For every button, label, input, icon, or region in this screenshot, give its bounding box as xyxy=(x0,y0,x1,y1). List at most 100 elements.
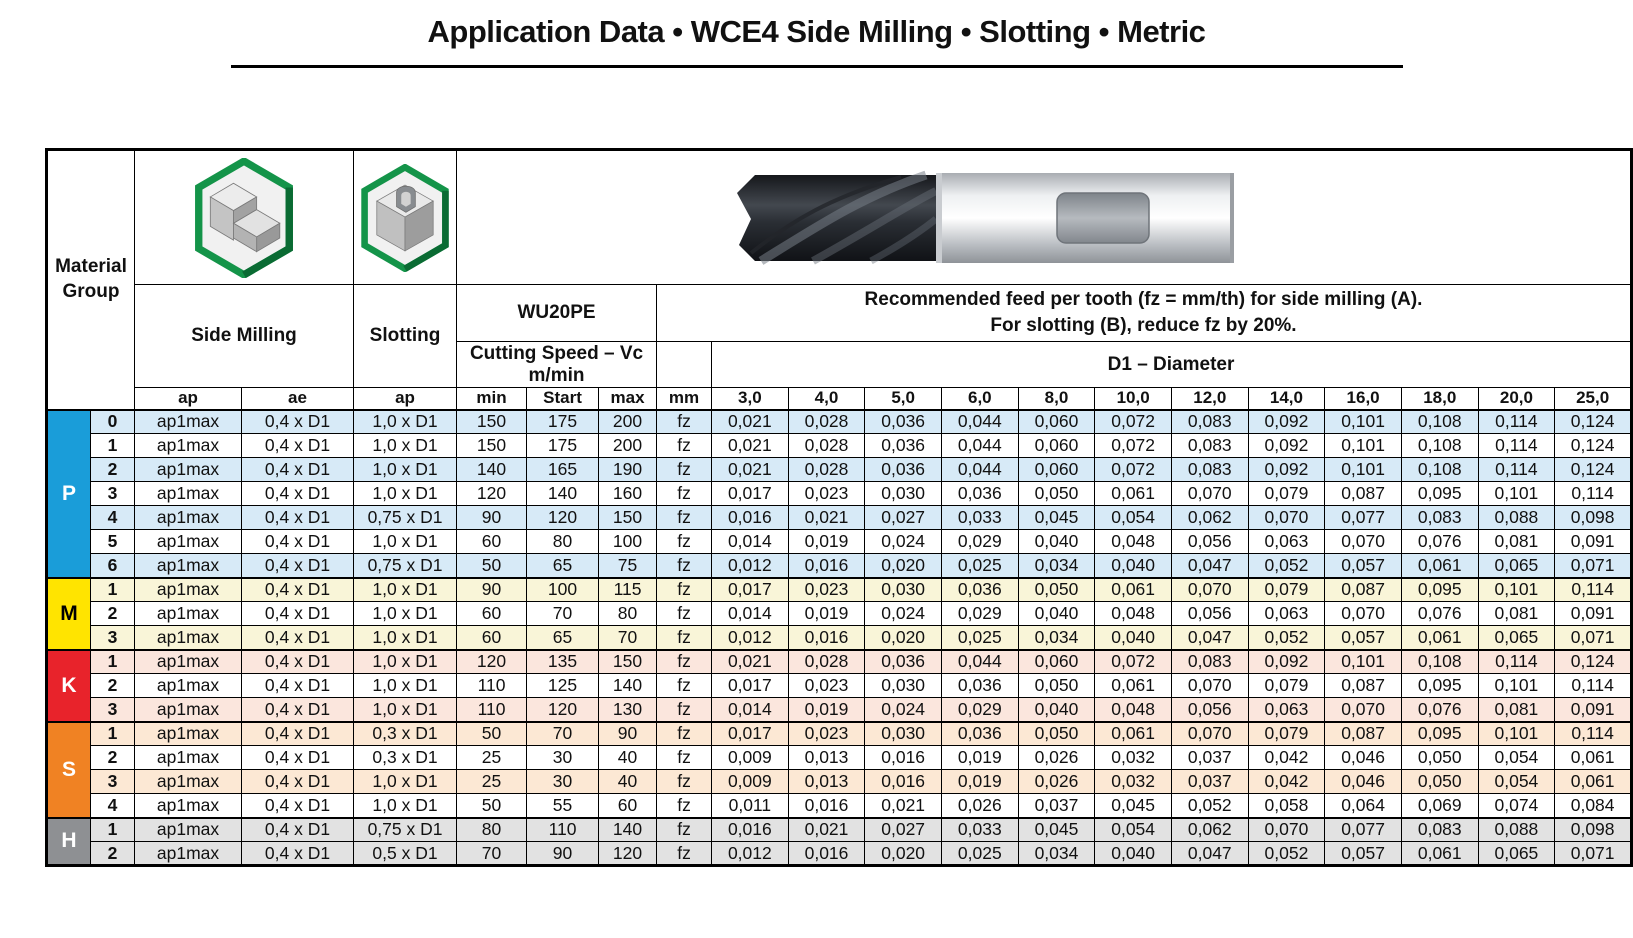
fz-value: 0,044 xyxy=(940,457,1019,482)
material-subgroup-number: 1 xyxy=(89,816,136,842)
col-header-mm: mm xyxy=(656,387,713,411)
slotting-header: Slotting xyxy=(353,284,458,388)
table-row: 1 ap1max 0,4 x D1 1,0 x D1 150 175 200 fz 0,021 0… xyxy=(47,433,1632,458)
feed-unit-label: fz xyxy=(656,576,713,602)
slotting-ap-value: 1,0 x D1 xyxy=(353,673,458,698)
vc-min-value: 60 xyxy=(456,529,528,554)
fz-value: 0,061 xyxy=(1094,673,1172,698)
side-milling-ae-value: 0,4 x D1 xyxy=(241,745,355,770)
fz-value: 0,088 xyxy=(1477,505,1556,530)
fz-value: 0,030 xyxy=(864,481,942,506)
diameter-col-header: 10,0 xyxy=(1094,387,1172,411)
fz-value: 0,083 xyxy=(1170,433,1249,458)
fz-value: 0,108 xyxy=(1400,648,1479,674)
side-milling-ap-value: ap1max xyxy=(134,481,243,506)
vc-start-value: 70 xyxy=(526,720,600,746)
side-milling-ae-value: 0,4 x D1 xyxy=(241,625,355,650)
fz-value: 0,084 xyxy=(1554,793,1632,818)
fz-value: 0,021 xyxy=(711,408,789,434)
fz-value: 0,028 xyxy=(787,408,866,434)
vc-start-value: 80 xyxy=(526,529,600,554)
vc-start-value: 125 xyxy=(526,673,600,698)
fz-value: 0,027 xyxy=(864,505,942,530)
slotting-icon xyxy=(355,151,456,284)
fz-value: 0,083 xyxy=(1170,648,1249,674)
vc-min-value: 50 xyxy=(456,720,528,746)
diameter-col-header: 20,0 xyxy=(1477,387,1556,411)
fz-value: 0,114 xyxy=(1477,433,1556,458)
fz-value: 0,026 xyxy=(1017,769,1096,794)
feed-note-line1: Recommended feed per tooth (fz = mm/th) … xyxy=(864,289,1423,311)
vc-start-value: 175 xyxy=(526,433,600,458)
fz-value: 0,114 xyxy=(1477,408,1556,434)
material-subgroup-number: 2 xyxy=(89,457,136,482)
side-milling-ap-value: ap1max xyxy=(134,529,243,554)
material-group-letter: K xyxy=(46,648,91,722)
fz-value: 0,114 xyxy=(1554,576,1632,602)
fz-value: 0,021 xyxy=(711,648,789,674)
fz-value: 0,048 xyxy=(1094,601,1172,626)
vc-max-value: 90 xyxy=(598,720,658,746)
fz-value: 0,012 xyxy=(711,841,789,866)
fz-value: 0,029 xyxy=(940,697,1019,722)
slotting-ap-value: 0,75 x D1 xyxy=(353,505,458,530)
fz-value: 0,101 xyxy=(1324,457,1402,482)
fz-value: 0,021 xyxy=(787,505,866,530)
fz-value: 0,009 xyxy=(711,769,789,794)
material-subgroup-number: 2 xyxy=(89,841,136,866)
vc-start-value: 65 xyxy=(526,553,600,578)
col-header-min: min xyxy=(456,387,528,411)
vc-start-value: 110 xyxy=(526,816,600,842)
fz-value: 0,048 xyxy=(1094,529,1172,554)
fz-value: 0,013 xyxy=(787,745,866,770)
vc-start-value: 55 xyxy=(526,793,600,818)
fz-value: 0,024 xyxy=(864,529,942,554)
vc-max-value: 60 xyxy=(598,793,658,818)
feed-unit-label: fz xyxy=(656,697,713,722)
feed-unit-label: fz xyxy=(656,648,713,674)
fz-value: 0,037 xyxy=(1017,793,1096,818)
fz-value: 0,011 xyxy=(711,793,789,818)
fz-value: 0,036 xyxy=(940,576,1019,602)
fz-value: 0,056 xyxy=(1170,529,1249,554)
table-row: 3 ap1max 0,4 x D1 1,0 x D1 60 65 70 fz 0,012 0,01… xyxy=(46,625,1632,650)
fz-value: 0,083 xyxy=(1400,816,1479,842)
vc-max-value: 150 xyxy=(598,505,658,530)
vc-min-value: 110 xyxy=(456,697,528,722)
slotting-ap-value: 0,75 x D1 xyxy=(353,553,458,578)
diameter-col-header: 16,0 xyxy=(1324,387,1402,411)
fz-value: 0,081 xyxy=(1477,697,1556,722)
side-milling-ap-value: ap1max xyxy=(134,720,243,746)
fz-value: 0,052 xyxy=(1170,793,1249,818)
fz-value: 0,069 xyxy=(1400,793,1479,818)
fz-value: 0,114 xyxy=(1477,457,1556,482)
feed-unit-label: fz xyxy=(656,433,713,458)
vc-min-value: 120 xyxy=(456,648,528,674)
material-subgroup-number: 3 xyxy=(89,625,136,650)
feed-unit-label: fz xyxy=(656,816,713,842)
fz-value: 0,060 xyxy=(1017,408,1096,434)
vc-max-value: 200 xyxy=(598,408,658,434)
fz-value: 0,047 xyxy=(1170,625,1249,650)
side-milling-ap-value: ap1max xyxy=(134,553,243,578)
fz-value: 0,032 xyxy=(1094,745,1172,770)
side-milling-ae-value: 0,4 x D1 xyxy=(241,697,355,722)
vc-start-value: 30 xyxy=(526,745,600,770)
fz-value: 0,061 xyxy=(1554,769,1632,794)
fz-value: 0,036 xyxy=(940,720,1019,746)
fz-value: 0,032 xyxy=(1094,769,1172,794)
header-row-a: Side Milling Slotting WU20PE Recommended… xyxy=(47,284,1632,388)
col-header-start: Start xyxy=(526,387,600,411)
fz-value: 0,101 xyxy=(1324,433,1402,458)
fz-value: 0,012 xyxy=(711,625,789,650)
vc-min-value: 25 xyxy=(456,769,528,794)
cutting-speed-line2: m/min xyxy=(528,364,585,386)
material-group-letter: P xyxy=(46,408,91,578)
fz-value: 0,009 xyxy=(711,745,789,770)
fz-value: 0,052 xyxy=(1247,841,1326,866)
side-milling-ap-value: ap1max xyxy=(134,408,243,434)
fz-value: 0,016 xyxy=(711,816,789,842)
material-subgroup-number: 3 xyxy=(89,697,136,722)
fz-value: 0,040 xyxy=(1094,841,1172,866)
fz-value: 0,019 xyxy=(940,745,1019,770)
